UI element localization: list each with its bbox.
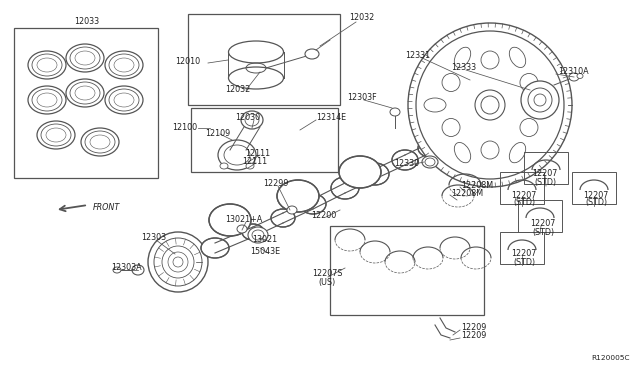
Text: 12314E: 12314E	[316, 113, 346, 122]
Text: 12208M: 12208M	[461, 180, 493, 189]
Text: 12033: 12033	[74, 17, 100, 26]
Bar	[524, 152, 568, 184]
Ellipse shape	[242, 224, 264, 240]
Text: 15043E: 15043E	[250, 247, 280, 257]
Ellipse shape	[228, 41, 284, 63]
Text: 12200: 12200	[312, 211, 337, 219]
Text: 12303A: 12303A	[111, 263, 141, 273]
Text: 12310A: 12310A	[558, 67, 589, 77]
Text: (STD): (STD)	[585, 199, 607, 208]
Ellipse shape	[148, 232, 208, 292]
Text: 12331: 12331	[405, 51, 431, 60]
Text: 12032: 12032	[225, 86, 251, 94]
Text: 12303: 12303	[141, 234, 166, 243]
Text: 12333: 12333	[451, 64, 477, 73]
Ellipse shape	[392, 150, 418, 170]
Text: R120005C: R120005C	[591, 355, 630, 361]
Text: (STD): (STD)	[534, 177, 556, 186]
Ellipse shape	[246, 163, 254, 169]
Text: 13021: 13021	[252, 235, 278, 244]
Text: (STD): (STD)	[532, 228, 554, 237]
Text: 12030: 12030	[236, 113, 260, 122]
Text: 12207S: 12207S	[312, 269, 342, 279]
Ellipse shape	[331, 177, 359, 199]
Text: (US): (US)	[318, 279, 335, 288]
Ellipse shape	[277, 180, 319, 212]
Ellipse shape	[300, 194, 326, 214]
Text: 12207: 12207	[532, 170, 557, 179]
Ellipse shape	[237, 225, 247, 233]
Ellipse shape	[248, 227, 268, 243]
Text: 12032: 12032	[349, 13, 374, 22]
Ellipse shape	[390, 108, 400, 116]
Ellipse shape	[521, 81, 559, 119]
Bar	[500, 172, 544, 204]
Text: 12207: 12207	[583, 190, 609, 199]
Ellipse shape	[220, 163, 228, 169]
Text: 12111: 12111	[243, 157, 268, 167]
Ellipse shape	[361, 163, 389, 185]
Text: (STD): (STD)	[513, 257, 535, 266]
Ellipse shape	[422, 156, 438, 168]
Text: 12209: 12209	[461, 323, 486, 331]
Ellipse shape	[475, 90, 505, 120]
Ellipse shape	[113, 267, 121, 273]
Ellipse shape	[305, 49, 319, 59]
Bar	[330, 226, 484, 315]
Ellipse shape	[418, 139, 442, 157]
Text: 12299: 12299	[263, 180, 289, 189]
Text: 12100: 12100	[172, 122, 197, 131]
Text: 12207: 12207	[511, 190, 537, 199]
Ellipse shape	[201, 238, 229, 258]
Ellipse shape	[569, 73, 579, 81]
Text: 12207: 12207	[531, 219, 556, 228]
Text: 12207: 12207	[511, 250, 537, 259]
Text: 12209: 12209	[461, 330, 486, 340]
Text: (STD): (STD)	[513, 199, 535, 208]
Ellipse shape	[534, 94, 546, 106]
Text: 12303F: 12303F	[347, 93, 377, 103]
Text: 12010: 12010	[175, 58, 200, 67]
Text: 13021+A: 13021+A	[225, 215, 262, 224]
Ellipse shape	[209, 204, 251, 236]
Ellipse shape	[271, 209, 295, 227]
Text: 12109: 12109	[205, 128, 230, 138]
Bar	[191, 108, 338, 172]
Bar	[518, 200, 562, 232]
Ellipse shape	[132, 265, 144, 275]
Bar	[500, 232, 544, 264]
Ellipse shape	[339, 156, 381, 188]
Text: 12111: 12111	[245, 150, 271, 158]
Ellipse shape	[168, 252, 188, 272]
Text: 12330: 12330	[394, 160, 420, 169]
Bar	[188, 14, 340, 105]
Ellipse shape	[287, 206, 297, 214]
Text: 12208M: 12208M	[451, 189, 483, 198]
Bar	[572, 172, 616, 204]
Text: FRONT: FRONT	[93, 203, 120, 212]
Ellipse shape	[577, 74, 583, 78]
Ellipse shape	[408, 23, 572, 187]
Bar	[14, 28, 158, 178]
